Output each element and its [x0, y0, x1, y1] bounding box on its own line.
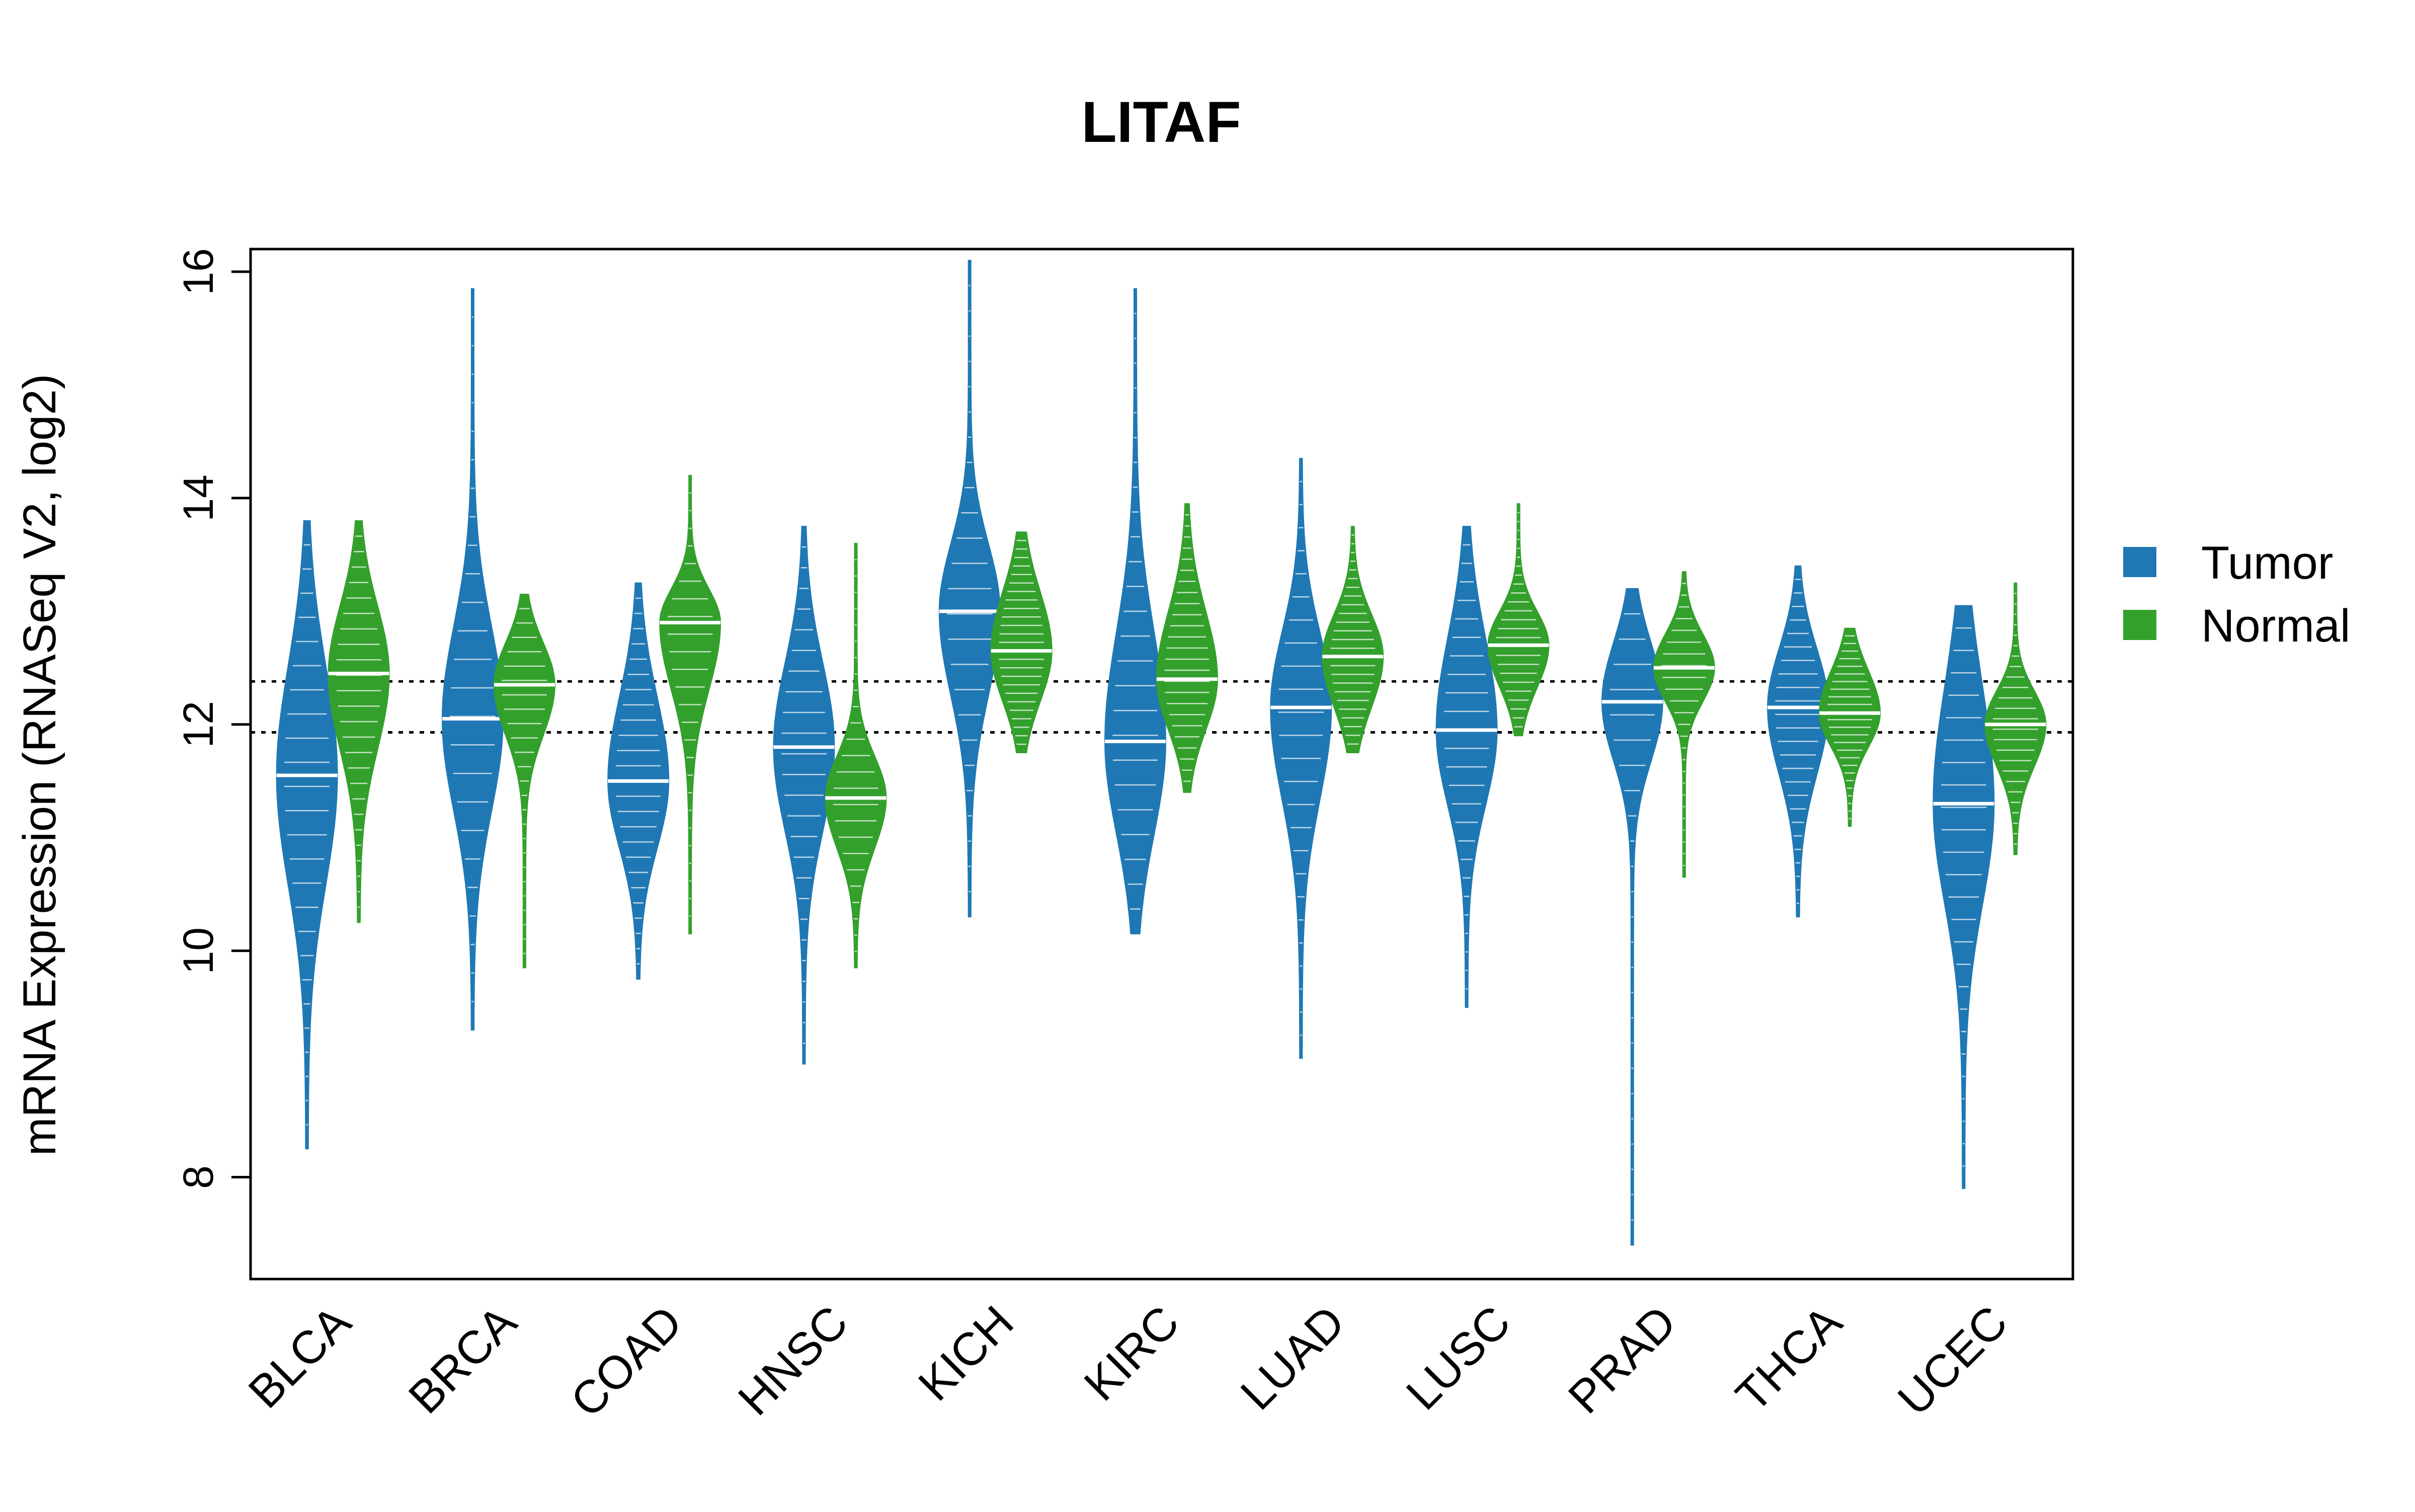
legend-swatch-normal	[2123, 610, 2156, 640]
legend: Tumor Normal	[2123, 537, 2350, 652]
y-tick-label: 14	[175, 474, 222, 521]
x-tick-label-thca: THCA	[1726, 1296, 1852, 1422]
sample-marks-normal-coad	[667, 492, 713, 917]
sample-marks-normal-kirc	[1164, 514, 1210, 782]
sample-marks-normal-ucec	[1992, 593, 2038, 845]
sample-marks-normal-blca	[336, 535, 382, 908]
y-axis-label: mRNA Expression (RNASeq V2, log2)	[14, 374, 65, 1156]
sample-marks-tumor-kirc	[1112, 312, 1158, 910]
plot-frame	[249, 248, 2074, 1281]
chart-title: LITAF	[1081, 90, 1241, 154]
y-tick-label: 16	[175, 248, 222, 295]
sample-marks-tumor-blca	[284, 544, 330, 1126]
legend-swatch-tumor	[2123, 547, 2156, 577]
legend-label-normal: Normal	[2201, 600, 2350, 652]
sample-marks-tumor-brca	[450, 316, 496, 1002]
x-tick-label-luad: LUAD	[1231, 1296, 1355, 1420]
violins	[276, 260, 2047, 1246]
sample-marks-tumor-kich	[946, 285, 993, 893]
x-tick-label-hnsc: HNSC	[729, 1296, 857, 1425]
sample-marks-tumor-hnsc	[781, 546, 827, 1044]
x-tick-label-brca: BRCA	[399, 1296, 526, 1423]
series-tumor	[276, 260, 1995, 1246]
y-tick-label: 12	[175, 701, 222, 748]
x-tick-label-kirc: KIRC	[1075, 1296, 1189, 1411]
sample-marks-tumor-ucec	[1941, 627, 1987, 1167]
sample-marks-tumor-prad	[1609, 613, 1655, 1221]
sample-marks-normal-prad	[1661, 583, 1707, 866]
sample-marks-tumor-lusc	[1443, 544, 1490, 990]
x-tick-label-prad: PRAD	[1559, 1296, 1686, 1423]
y-tick-label: 8	[175, 1165, 222, 1189]
sample-marks-normal-brca	[502, 608, 547, 954]
legend-label-tumor: Tumor	[2201, 537, 2333, 589]
x-tick-label-ucec: UCEC	[1888, 1296, 2017, 1425]
x-tick-label-blca: BLCA	[239, 1296, 361, 1418]
sample-marks-tumor-thca	[1775, 579, 1821, 904]
x-tick-label-coad: COAD	[561, 1296, 692, 1427]
sample-marks-tumor-luad	[1278, 481, 1324, 1036]
x-tick-label-kich: KICH	[909, 1296, 1023, 1411]
sample-marks-normal-hnsc	[833, 559, 878, 952]
x-tick-label-lusc: LUSC	[1397, 1296, 1520, 1420]
y-tick-label: 10	[175, 927, 222, 974]
series-normal	[328, 474, 2047, 969]
